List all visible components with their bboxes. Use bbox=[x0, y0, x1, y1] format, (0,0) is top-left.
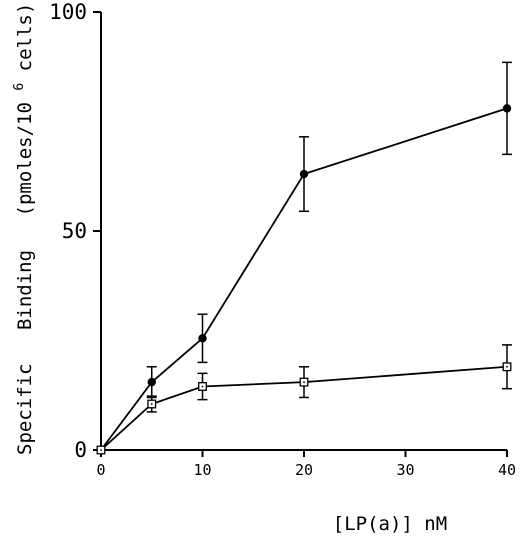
y-axis-title-unit: (pmoles/10 bbox=[14, 102, 36, 216]
data-point-center bbox=[100, 449, 102, 451]
x-tick-label: 30 bbox=[396, 461, 414, 479]
data-point-center bbox=[506, 365, 508, 368]
data-point-center bbox=[201, 385, 204, 388]
data-point bbox=[198, 334, 207, 343]
y-tick-label: 50 bbox=[62, 219, 87, 243]
x-tick-label: 20 bbox=[295, 461, 313, 479]
plot-area bbox=[96, 61, 512, 455]
data-point-center bbox=[150, 403, 153, 405]
data-point bbox=[147, 377, 156, 387]
data-point-center bbox=[303, 381, 305, 384]
y-tick-label: 0 bbox=[74, 438, 87, 462]
y-tick-label: 100 bbox=[49, 0, 87, 24]
y-axis-title-exponent: 6 bbox=[12, 83, 27, 91]
x-tick-label: 10 bbox=[193, 461, 211, 479]
y-axis-title-word-1: Specific bbox=[14, 363, 36, 455]
y-axis-title: Specific Binding (pmoles/10 6 cells) bbox=[6, 3, 36, 455]
x-tick-label: 40 bbox=[498, 461, 516, 479]
data-point bbox=[299, 169, 309, 179]
data-point bbox=[502, 104, 512, 113]
y-axis-title-unit-tail: cells) bbox=[14, 3, 36, 72]
x-axis-title: [LP(a)] nM bbox=[333, 513, 447, 535]
x-tick-label: 0 bbox=[96, 461, 105, 479]
y-axis-title-word-2: Binding bbox=[14, 250, 36, 330]
axes: 0 10 20 30 40 0 50 100 bbox=[49, 0, 516, 479]
